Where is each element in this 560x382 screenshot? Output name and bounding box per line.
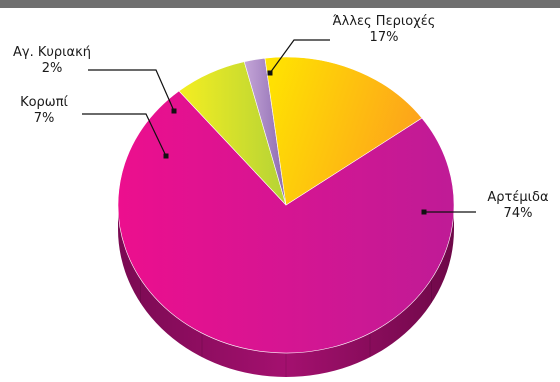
leader-line-other-areas (269, 39, 330, 74)
slice-label-artemida-value: 74% (503, 206, 533, 221)
pie-side-wall (118, 205, 454, 377)
slice-label-other-areas: Άλλες Περιοχές 17% (322, 14, 446, 46)
slice-label-artemida: Αρτέμιδα 74% (478, 190, 558, 222)
leader-dot-ag-kyriaki (171, 108, 177, 114)
slice-label-koropi: Κορωπί 7% (6, 95, 82, 127)
slice-label-ag-kyriaki-name: Αγ. Κυριακή (12, 45, 92, 60)
leader-dot-artemida (421, 209, 427, 215)
slice-label-koropi-name: Κορωπί (20, 95, 68, 110)
leader-line-ag-kyriaki (88, 69, 175, 112)
slice-label-other-areas-value: 17% (369, 30, 399, 45)
leader-lines-layer (82, 39, 476, 215)
leader-dot-other-areas (267, 70, 273, 76)
pie-slices-layer (117, 56, 455, 354)
leader-line-koropi (82, 113, 167, 157)
pie-side-layer (118, 205, 454, 377)
slice-label-other-areas-name: Άλλες Περιοχές (332, 14, 436, 29)
slice-label-ag-kyriaki-value: 2% (41, 61, 63, 76)
slice-label-artemida-name: Αρτέμιδα (487, 190, 549, 205)
slice-label-ag-kyriaki: Αγ. Κυριακή 2% (0, 45, 104, 77)
slice-label-koropi-value: 7% (33, 111, 55, 126)
header-bar (0, 0, 560, 8)
leader-dot-koropi (163, 153, 169, 159)
pie-slice-other-areas (264, 56, 423, 206)
pie-slice-artemida (117, 90, 455, 354)
